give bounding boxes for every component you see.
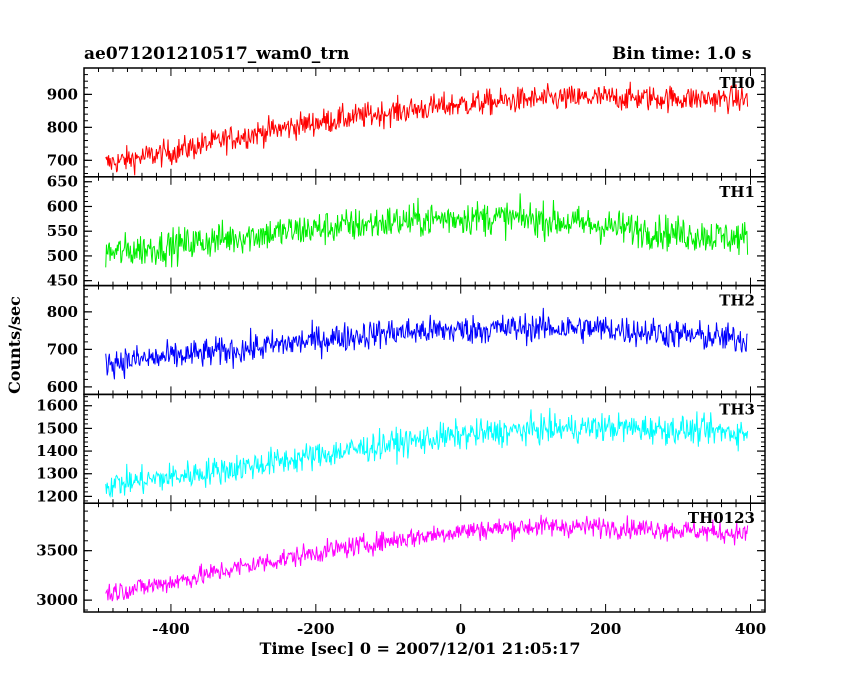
x-tick-label: -200	[297, 620, 335, 638]
x-tick-label: 0	[456, 620, 466, 638]
panel-label-th0123: TH0123	[688, 509, 755, 527]
panel-label-th1: TH1	[719, 183, 755, 201]
y-tick-label: 900	[47, 85, 78, 103]
y-tick-label: 700	[47, 340, 78, 358]
series-line-th2	[105, 307, 748, 380]
chart-title: ae071201210517_wam0_trn	[84, 44, 350, 64]
y-axis-label: Counts/sec	[5, 296, 24, 394]
panels-group: 700 800 900 TH0 450 500 550 600 650 TH1 600 700 800 T…	[36, 67, 766, 613]
panel-label-th0: TH0	[719, 74, 755, 92]
panel-frame	[83, 67, 766, 178]
y-tick-label: 650	[47, 173, 78, 191]
x-tick-label: 200	[590, 620, 621, 638]
series-line-th1	[105, 193, 749, 268]
series-line-th0	[105, 81, 749, 176]
y-tick-label: 1200	[36, 487, 78, 505]
x-axis: -400 -200 0 200 400	[152, 620, 766, 638]
series-line-th0123	[105, 514, 749, 602]
y-tick-label: 800	[47, 303, 78, 321]
y-tick-label: 1400	[36, 442, 78, 460]
x-tick-label: 400	[735, 620, 766, 638]
panel-th1: 450 500 550 600 650 TH1	[47, 173, 766, 290]
panel-label-th3: TH3	[719, 400, 755, 418]
y-tick-label: 3000	[36, 591, 78, 609]
x-tick-label: -400	[152, 620, 190, 638]
panel-th0: 700 800 900 TH0	[47, 67, 766, 178]
y-tick-label: 500	[47, 247, 78, 265]
panel-th3: 1200 1300 1400 1500 1600 TH3	[36, 393, 766, 505]
y-tick-label: 600	[47, 378, 78, 396]
panel-frame	[83, 502, 766, 613]
y-tick-label: 1300	[36, 465, 78, 483]
y-tick-label: 1600	[36, 397, 78, 415]
panel-label-th2: TH2	[719, 292, 755, 310]
y-tick-label: 450	[47, 272, 78, 290]
series-line-th3	[105, 407, 749, 499]
panel-frame	[83, 176, 766, 287]
y-tick-label: 3500	[36, 542, 78, 560]
y-tick-label: 800	[47, 118, 78, 136]
y-tick-label: 600	[47, 197, 78, 215]
y-tick-label: 1500	[36, 419, 78, 437]
panel-th0123: 3000 3500 TH0123	[36, 502, 766, 613]
bin-time-label: Bin time: 1.0 s	[612, 44, 752, 64]
panel-th2: 600 700 800 TH2	[47, 284, 766, 396]
y-tick-label: 700	[47, 151, 78, 169]
y-tick-label: 550	[47, 222, 78, 240]
x-axis-label: Time [sec] 0 = 2007/12/01 21:05:17	[260, 639, 581, 658]
